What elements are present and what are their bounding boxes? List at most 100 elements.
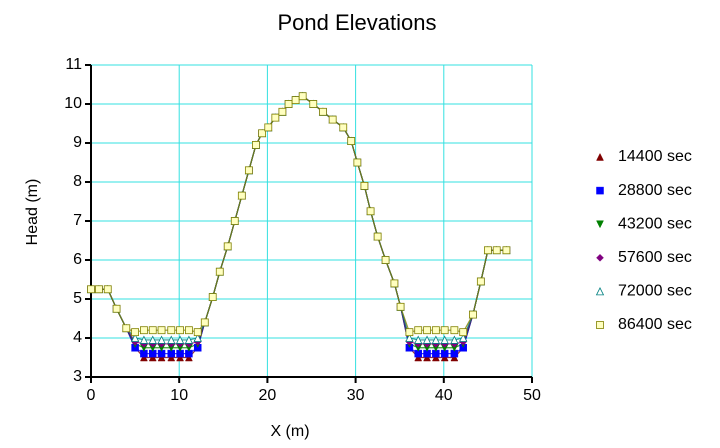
x-tick-label: 50: [523, 387, 541, 404]
marker: [184, 335, 194, 344]
y-tick-label: 4: [73, 329, 82, 346]
marker: [492, 246, 501, 255]
marker: [278, 107, 287, 116]
marker: [422, 335, 432, 344]
y-tick-label: 8: [73, 173, 82, 190]
marker: [502, 246, 511, 255]
marker: [476, 277, 485, 286]
y-axis-label: Head (m): [24, 179, 41, 246]
marker: [360, 181, 369, 190]
legend-marker: [596, 152, 604, 161]
marker: [148, 326, 157, 335]
marker: [381, 256, 390, 264]
marker: [298, 92, 307, 101]
marker: [157, 353, 166, 362]
marker: [252, 141, 260, 149]
marker: [157, 335, 166, 344]
marker: [122, 324, 131, 333]
marker: [431, 335, 441, 344]
x-tick-label: 30: [347, 387, 365, 404]
marker: [431, 326, 440, 335]
marker: [450, 335, 459, 344]
marker: [131, 328, 140, 337]
legend-marker: [596, 253, 604, 262]
x-tick-label: 20: [259, 387, 277, 404]
marker: [193, 333, 202, 342]
marker: [459, 333, 468, 342]
marker: [423, 353, 431, 362]
y-tick-label: 3: [73, 368, 82, 385]
legend-marker: [595, 287, 605, 296]
marker: [258, 129, 267, 138]
x-axis-label: X (m): [270, 423, 309, 440]
marker: [184, 353, 193, 362]
legend-label: 57600 sec: [618, 249, 692, 266]
legend-marker: [596, 321, 604, 329]
marker: [148, 335, 157, 344]
marker: [223, 242, 232, 251]
marker: [103, 285, 112, 294]
marker: [450, 353, 459, 362]
marker: [130, 333, 140, 342]
marker: [405, 333, 414, 342]
legend-label: 43200 sec: [618, 215, 692, 232]
marker: [237, 191, 246, 200]
marker: [405, 328, 414, 337]
marker: [373, 232, 382, 241]
marker: [284, 100, 293, 108]
y-tick-label: 9: [73, 134, 82, 151]
marker: [215, 267, 224, 276]
marker: [483, 246, 492, 255]
marker: [140, 353, 148, 362]
marker: [423, 326, 431, 335]
marker: [366, 207, 375, 216]
x-tick-label: 0: [87, 387, 96, 404]
y-tick-label: 6: [73, 251, 82, 268]
marker: [176, 326, 184, 335]
legend-label: 14400 sec: [618, 148, 692, 165]
marker: [185, 326, 193, 335]
marker: [431, 353, 440, 362]
marker: [271, 113, 280, 122]
marker: [414, 335, 423, 344]
marker: [175, 335, 185, 344]
marker: [309, 100, 318, 108]
marker: [440, 326, 449, 335]
marker: [148, 353, 157, 362]
marker: [328, 115, 337, 124]
marker: [469, 310, 477, 319]
marker: [244, 166, 253, 175]
marker: [230, 217, 239, 225]
y-tick-label: 7: [73, 212, 82, 229]
marker: [353, 158, 362, 167]
marker: [347, 137, 356, 145]
marker: [450, 326, 459, 335]
marker: [208, 293, 217, 301]
marker: [139, 335, 149, 344]
y-tick-label: 5: [73, 290, 82, 307]
marker: [264, 123, 273, 132]
y-tick-label: 10: [64, 95, 82, 112]
marker: [112, 304, 121, 313]
marker: [319, 107, 327, 116]
marker: [291, 96, 300, 104]
legend-label: 28800 sec: [618, 182, 692, 199]
y-tick-label: 11: [65, 56, 82, 73]
marker: [193, 328, 202, 337]
marker: [167, 335, 176, 344]
marker: [167, 326, 176, 335]
marker: [440, 335, 449, 344]
marker: [339, 123, 348, 132]
legend-label: 86400 sec: [618, 316, 692, 333]
x-tick-label: 10: [170, 387, 188, 404]
marker: [95, 285, 103, 294]
marker: [157, 326, 166, 335]
marker: [414, 353, 423, 362]
marker: [167, 353, 176, 362]
marker: [176, 353, 184, 362]
marker: [440, 353, 449, 362]
x-tick-label: 40: [435, 387, 453, 404]
marker: [459, 328, 468, 337]
